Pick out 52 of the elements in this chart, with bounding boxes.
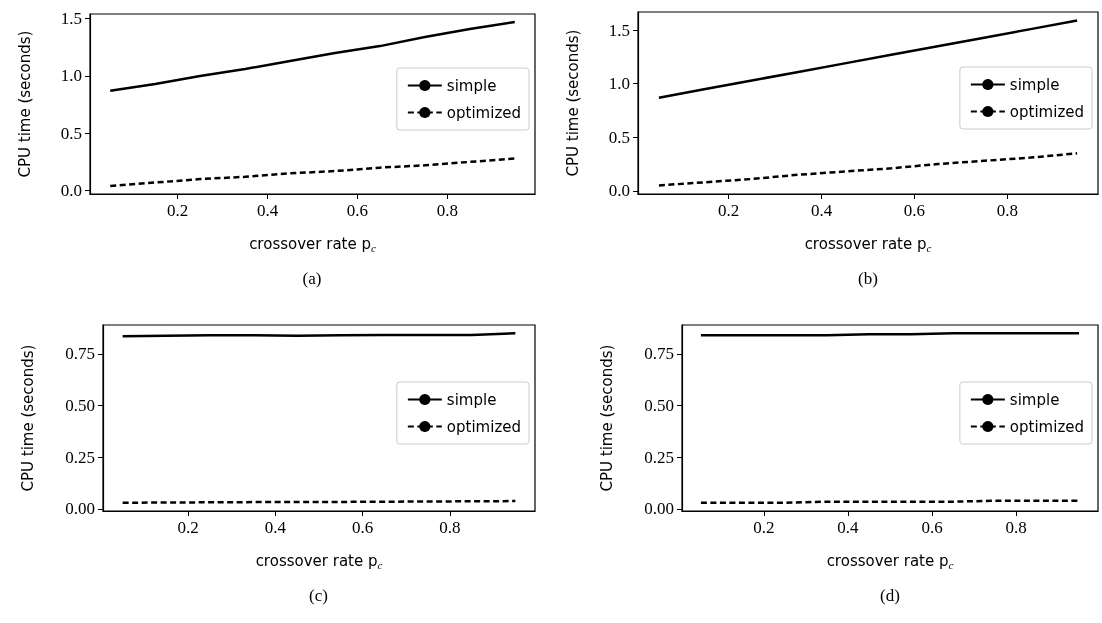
x-tick-label: 0.8 [996, 201, 1019, 220]
x-tick-label: 0.2 [717, 201, 740, 220]
x-tick-label: 0.4 [264, 518, 287, 537]
y-tick-label: 0.50 [644, 396, 674, 416]
y-axis-title: CPU time (seconds) [15, 30, 34, 178]
y-tick-label: 0.00 [644, 499, 674, 519]
y-tick-label: 0.75 [644, 344, 674, 364]
y-tick-label: 0.75 [65, 344, 95, 364]
y-tick-label: 0.25 [644, 447, 674, 467]
legend-label: optimized [446, 103, 522, 122]
x-tick-label: 0.6 [346, 201, 369, 220]
line-series [108, 157, 517, 188]
y-axis-title: CPU time (seconds) [18, 344, 37, 492]
y-tick-label: 0.5 [60, 123, 82, 143]
y-axis-title: CPU time (seconds) [597, 344, 616, 492]
y-tick-label: 0.0 [608, 181, 630, 201]
y-axis-title: CPU time (seconds) [563, 29, 582, 177]
x-tick-label: 0.4 [810, 201, 833, 220]
x-tick-label: 0.4 [837, 518, 860, 537]
text: (b) [858, 269, 878, 288]
line-series [657, 152, 1079, 187]
x-tick-label: 0.2 [177, 518, 199, 537]
y-tick-label: 0.5 [608, 127, 630, 147]
x-tick-label: 0.8 [436, 201, 458, 220]
text: (a) [302, 269, 322, 288]
y-tick-label: 0.50 [65, 396, 95, 416]
x-tick-label: 0.8 [439, 518, 461, 537]
text: (c) [309, 586, 328, 605]
line-series [108, 20, 517, 93]
legend-label: optimized [1009, 417, 1085, 436]
legend-label: simple [1009, 390, 1060, 409]
x-tick-label: 0.2 [753, 518, 775, 537]
y-tick-label: 0.0 [60, 181, 82, 201]
line-series [657, 19, 1079, 99]
legend-label: simple [446, 76, 497, 95]
legend-label: simple [1009, 75, 1060, 94]
legend-label: optimized [446, 417, 522, 436]
y-tick-label: 0.25 [65, 447, 95, 467]
x-tick-label: 0.2 [167, 201, 189, 220]
x-tick-label: 0.6 [352, 518, 374, 537]
legend-label: simple [446, 390, 497, 409]
y-tick-label: 1.0 [608, 74, 630, 94]
x-tick-label: 0.4 [256, 201, 279, 220]
legend-label: optimized [1009, 102, 1085, 121]
text: (d) [880, 586, 900, 605]
y-tick-label: 1.5 [60, 9, 82, 29]
x-tick-label: 0.6 [903, 201, 926, 220]
y-tick-label: 1.5 [608, 20, 630, 40]
x-tick-label: 0.6 [921, 518, 943, 537]
x-tick-label: 0.8 [1005, 518, 1027, 537]
y-tick-label: 1.0 [60, 66, 82, 86]
y-tick-label: 0.00 [65, 499, 95, 519]
